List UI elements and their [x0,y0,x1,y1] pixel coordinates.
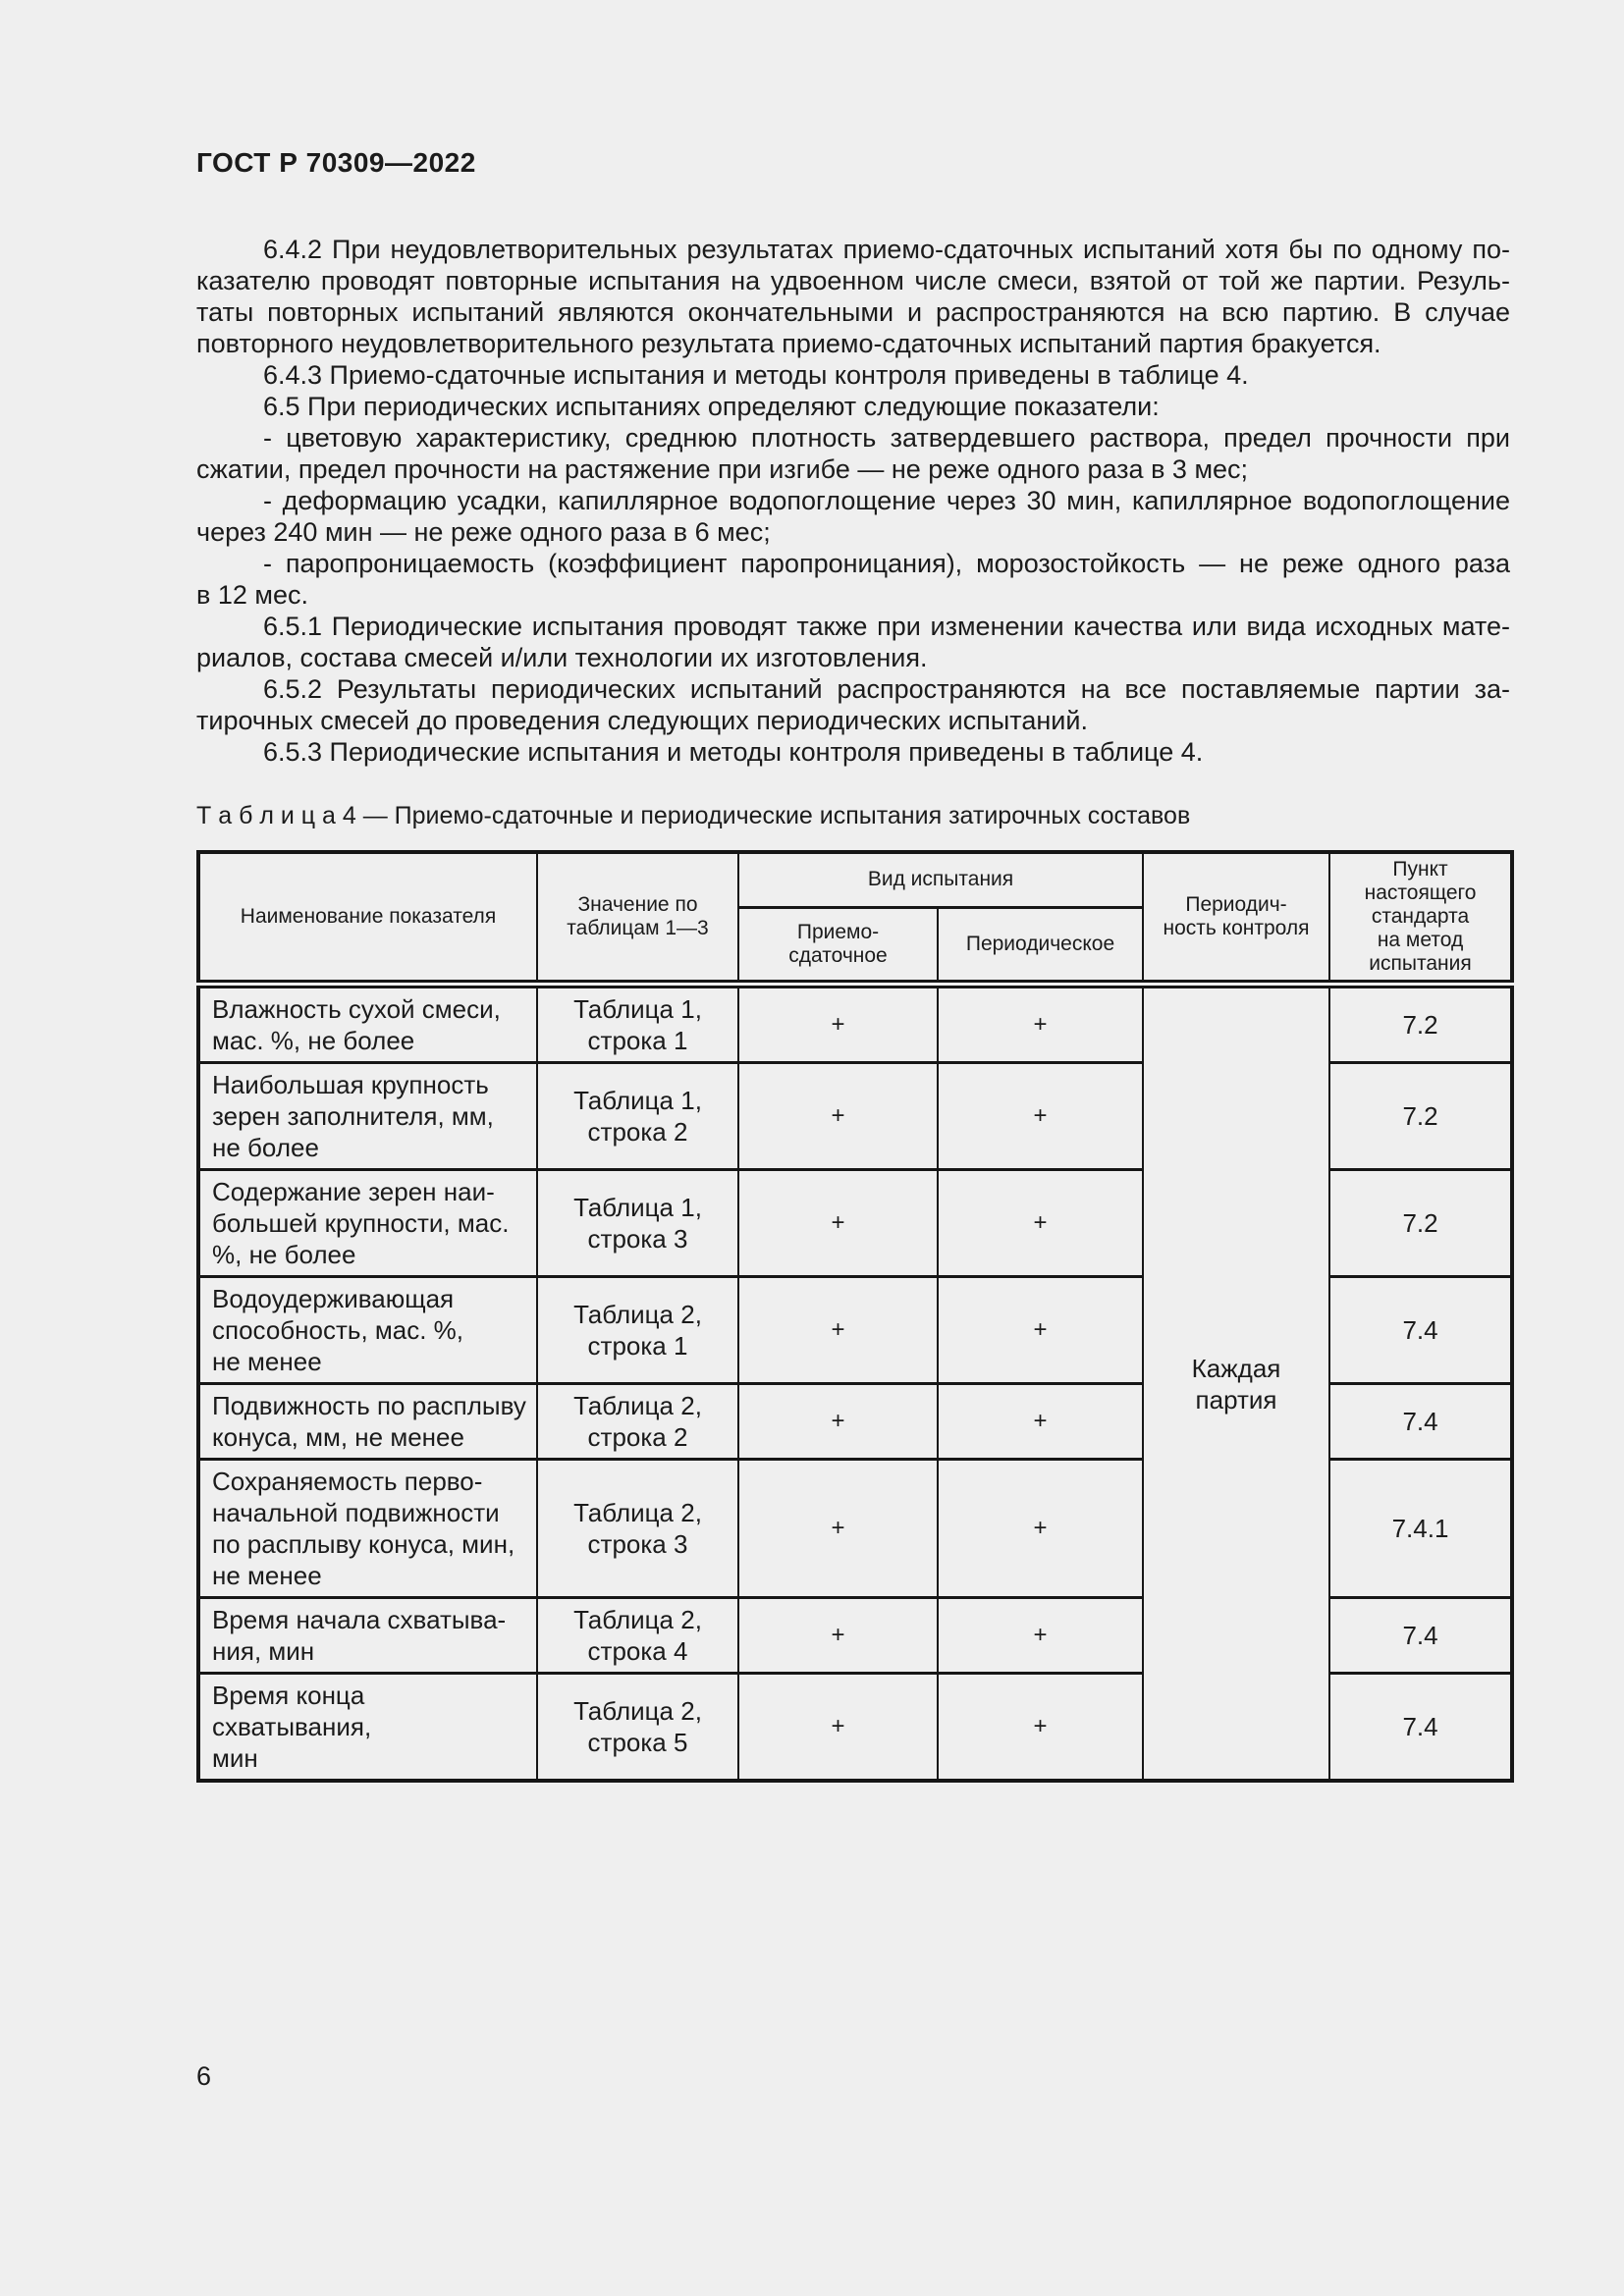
acceptance-test-mark: + [737,1275,939,1385]
indicator-name-cell: Время начала схватыва- ния, мин [197,1596,538,1675]
paragraph-line: 6.4.2 При неудовлетворительных результат… [263,235,1510,264]
paragraph-line: тирочных смесей до проведения следующих … [196,706,1088,735]
table-row: Подвижность по расплыву конуса, мм, не м… [197,1382,1514,1461]
paragraph-line: риалов, состава смесей и/или технологии … [196,643,928,672]
paragraph-line: в 12 мес. [196,580,308,610]
table-body: Влажность сухой смеси, мас. %, не более Т… [197,983,1514,1783]
method-clause-cell: 7.2 [1328,1061,1514,1171]
table-row: Время конца схватывания, мин Таблица 2, с… [197,1672,1514,1783]
method-clause-cell: 7.4.1 [1328,1458,1514,1599]
indicator-name-cell: Влажность сухой смеси, мас. %, не более [197,983,538,1064]
col-header-periodic-test: Периодическое [936,906,1145,989]
col-header-method-clause: Пункт настоящего стандарта на метод испы… [1328,851,1514,988]
control-frequency-cell: Каждая партия [1142,983,1331,1783]
periodic-test-mark: + [936,1275,1145,1385]
value-reference-cell: Таблица 2, строка 1 [536,1275,739,1385]
acceptance-test-mark: + [737,1382,939,1461]
col-header-control-frequency: Периодич- ность контроля [1142,851,1331,988]
paragraph-line: - паропроницаемость (коэффициент паропро… [263,549,1510,578]
indicator-name-cell: Сохраняемость перво- начальной подвижнос… [197,1458,538,1599]
paragraph-line: 6.5.1 Периодические испытания проводят т… [263,612,1510,641]
col-header-acceptance-test: Приемо- сдаточное [737,906,939,989]
periodic-test-mark: + [936,983,1145,1064]
acceptance-test-mark: + [737,1458,939,1599]
acceptance-test-mark: + [737,1168,939,1278]
paragraph-bullet: - цветовую характеристику, среднюю плотн… [196,422,1510,485]
content-column: 6.4.2 При неудовлетворительных результат… [196,234,1515,1783]
acceptance-test-mark: + [737,1596,939,1675]
col-header-indicator-name: Наименование показателя [197,851,538,988]
method-clause-cell: 7.4 [1328,1672,1514,1783]
acceptance-test-mark: + [737,1061,939,1171]
paragraph-line: сжатии, предел прочности на растяжение п… [196,454,1249,484]
value-reference-cell: Таблица 2, строка 2 [536,1382,739,1461]
paragraph-line: таты повторных испытаний являются оконча… [196,297,1510,327]
method-clause-cell: 7.4 [1328,1275,1514,1385]
paragraph-line: через 240 мин — не реже одного раза в 6 … [196,517,771,547]
table-header: Наименование показателя Значение по табл… [197,850,1514,989]
table-row: Наибольшая крупность зерен заполнителя, … [197,1061,1514,1171]
table-caption: Т а б л и ц а 4 — Приемо-сдаточные и пер… [196,802,1191,829]
value-reference-cell: Таблица 1, строка 2 [536,1061,739,1171]
value-reference-cell: Таблица 2, строка 5 [536,1672,739,1783]
acceptance-test-mark: + [737,983,939,1064]
periodic-test-mark: + [936,1168,1145,1278]
periodic-test-mark: + [936,1672,1145,1783]
col-header-test-type-group: Вид испытания [736,850,1145,909]
indicator-name-cell: Содержание зерен наи- большей крупности,… [197,1168,538,1278]
table-row: Водоудерживающая способность, мас. %, не… [197,1275,1514,1385]
value-reference-cell: Таблица 2, строка 3 [536,1458,739,1599]
method-clause-cell: 7.2 [1328,983,1514,1064]
paragraph-6.5.2: 6.5.2 Результаты периодических испытаний… [196,673,1510,736]
body-text: 6.4.2 При неудовлетворительных результат… [196,234,1510,768]
page-number: 6 [196,2061,212,2091]
indicator-name-cell: Водоудерживающая способность, мас. %, не… [197,1275,538,1385]
paragraph-bullet: - деформацию усадки, капиллярное водопог… [196,485,1510,548]
indicator-name-cell: Время конца схватывания, мин [197,1672,538,1783]
method-clause-cell: 7.2 [1328,1168,1514,1278]
paragraph-line: 6.4.3 Приемо-сдаточные испытания и метод… [263,360,1249,390]
table-row: Время начала схватыва- ния, мин Таблица 2… [197,1596,1514,1675]
value-reference-cell: Таблица 2, строка 4 [536,1596,739,1675]
paragraph-line: - цветовую характеристику, среднюю плотн… [263,423,1510,453]
paragraph-line: 6.5.3 Периодические испытания и методы к… [263,737,1204,767]
paragraph-line: казателю проводят повторные испытания на… [196,266,1510,295]
paragraph-6.5.1: 6.5.1 Периодические испытания проводят т… [196,611,1510,673]
paragraph-line: 6.5.2 Результаты периодических испытаний… [263,674,1510,704]
indicator-name-cell: Подвижность по расплыву конуса, мм, не м… [197,1382,538,1461]
table-row: Содержание зерен наи- большей крупности,… [197,1168,1514,1278]
value-reference-cell: Таблица 1, строка 1 [536,983,739,1064]
paragraph-6.5.3: 6.5.3 Периодические испытания и методы к… [196,736,1510,768]
method-clause-cell: 7.4 [1328,1596,1514,1675]
acceptance-test-mark: + [737,1672,939,1783]
value-reference-cell: Таблица 1, строка 3 [536,1168,739,1278]
paragraph-6.4.3: 6.4.3 Приемо-сдаточные испытания и метод… [196,359,1510,391]
periodic-test-mark: + [936,1458,1145,1599]
indicator-name-cell: Наибольшая крупность зерен заполнителя, … [197,1061,538,1171]
table-row: Влажность сухой смеси, мас. %, не более Т… [197,983,1514,1783]
periodic-test-mark: + [936,1061,1145,1171]
periodic-test-mark: + [936,1596,1145,1675]
paragraph-line: повторного неудовлетворительного результ… [196,329,1381,358]
periodic-test-mark: + [936,1382,1145,1461]
col-header-value-reference: Значение по таблицам 1—3 [536,851,739,988]
standard-number-header: ГОСТ Р 70309—2022 [196,147,476,178]
table-4: Наименование показателя Значение по табл… [196,850,1515,1783]
table-row: Сохраняемость перво- начальной подвижнос… [197,1458,1514,1599]
paragraph-6.4.2: 6.4.2 При неудовлетворительных результат… [196,234,1510,359]
paragraph-bullet: - паропроницаемость (коэффициент паропро… [196,548,1510,611]
paragraph-line: 6.5 При периодических испытаниях определ… [263,392,1160,421]
paragraph-6.5: 6.5 При периодических испытаниях определ… [196,391,1510,422]
paragraph-line: - деформацию усадки, капиллярное водопог… [263,486,1510,515]
method-clause-cell: 7.4 [1328,1382,1514,1461]
